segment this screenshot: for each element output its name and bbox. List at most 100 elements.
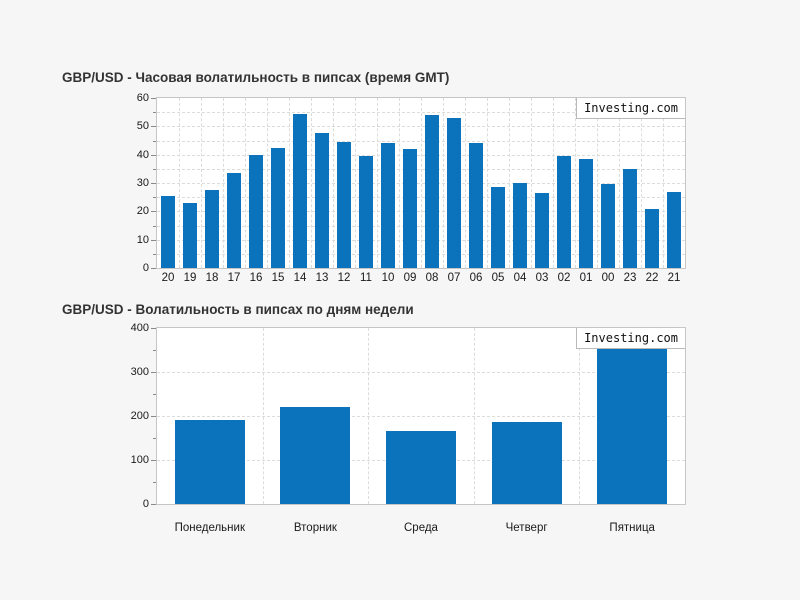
bar-Понедельник <box>174 420 245 504</box>
hourly-plot-area: Investing.com 0 10 20 30 40 50 60 20 19 18 17 16 15 1… <box>137 92 686 284</box>
gridline-horizontal <box>157 372 685 373</box>
weekday-chart-title: GBP/USD - Волатильность в пипсах по дням… <box>62 302 414 317</box>
y-tick-label: 100 <box>130 454 149 466</box>
x-tick-label: 09 <box>403 272 417 284</box>
bar-01 <box>578 158 594 268</box>
weekday-plot-area: Investing.com 0 100 200 300 400 Понедельник Вт… <box>131 322 686 534</box>
investing-watermark: Investing.com <box>576 98 685 119</box>
gridline-vertical <box>245 98 246 268</box>
x-tick-label: 12 <box>337 272 351 284</box>
y-tick-label: 300 <box>130 366 149 378</box>
gridline-vertical <box>597 98 598 268</box>
y-tick-major <box>151 239 156 241</box>
hourly-chart-title: GBP/USD - Часовая волатильность в пипсах… <box>62 70 450 85</box>
y-tick-label: 0 <box>142 498 149 510</box>
bar-23 <box>622 168 638 268</box>
y-tick-minor <box>153 197 156 199</box>
y-tick-label: 60 <box>136 92 149 104</box>
y-tick-major <box>151 328 156 329</box>
gridline-vertical <box>399 98 400 268</box>
bar-Пятница <box>597 348 668 504</box>
y-tick-minor <box>153 225 156 227</box>
bar-11 <box>358 156 374 268</box>
bar-14 <box>292 113 308 268</box>
gridline-vertical <box>262 328 264 504</box>
bar-10 <box>380 143 396 268</box>
gridline-vertical <box>531 98 532 268</box>
x-tick-label: 14 <box>293 272 307 284</box>
y-tick-major <box>151 98 156 99</box>
y-tick-minor <box>153 438 156 439</box>
x-tick-label: 06 <box>469 272 483 284</box>
x-tick-label: 16 <box>249 272 263 284</box>
x-tick-label: 22 <box>645 272 659 284</box>
y-tick-minor <box>153 482 156 483</box>
y-tick-major <box>151 126 156 128</box>
y-tick-major <box>151 154 156 156</box>
bar-12 <box>336 141 352 268</box>
y-tick-minor <box>153 350 156 351</box>
bar-13 <box>314 133 330 268</box>
bar-09 <box>402 149 418 268</box>
y-tick-major <box>151 460 156 461</box>
gridline-vertical <box>487 98 488 268</box>
y-tick-minor <box>153 112 156 114</box>
y-tick-label: 30 <box>136 177 149 189</box>
y-tick-label: 10 <box>136 233 149 246</box>
gridline-vertical <box>311 98 312 268</box>
gridline-vertical <box>575 98 576 268</box>
bar-05 <box>490 187 506 268</box>
bar-22 <box>644 208 660 268</box>
y-tick-label: 200 <box>130 410 149 422</box>
bar-15 <box>270 147 286 268</box>
bar-19 <box>182 202 198 268</box>
x-tick-label: 13 <box>315 272 329 284</box>
x-tick-label: 01 <box>579 272 593 284</box>
x-tick-label: 19 <box>183 272 197 284</box>
investing-watermark: Investing.com <box>576 328 685 349</box>
x-tick-label: 17 <box>227 272 241 284</box>
bar-02 <box>556 156 572 268</box>
gridline-vertical <box>641 98 642 268</box>
gridline-vertical <box>443 98 444 268</box>
y-tick-major <box>151 504 156 505</box>
bar-Среда <box>385 430 456 504</box>
bar-16 <box>248 154 264 268</box>
x-tick-label: 18 <box>205 272 219 284</box>
y-tick-major <box>151 211 156 213</box>
bar-21 <box>666 191 682 268</box>
x-tick-label: 20 <box>161 272 175 284</box>
gridline-vertical <box>473 328 475 504</box>
y-tick-label: 20 <box>136 205 149 218</box>
bar-17 <box>226 173 242 268</box>
x-tick-label: 08 <box>425 272 439 284</box>
y-tick-label: 400 <box>130 322 149 334</box>
bar-06 <box>468 143 484 268</box>
gridline-vertical <box>289 98 290 268</box>
gridline-horizontal <box>157 416 685 417</box>
bar-Вторник <box>280 407 351 504</box>
bar-Четверг <box>491 422 562 504</box>
x-tick-label: 03 <box>535 272 549 284</box>
y-tick-label: 50 <box>136 120 149 133</box>
bar-08 <box>424 115 440 268</box>
x-tick-label: 02 <box>557 272 571 284</box>
gridline-vertical <box>201 98 202 268</box>
bar-00 <box>600 184 616 268</box>
y-tick-minor <box>153 168 156 170</box>
y-tick-major <box>151 416 156 417</box>
y-tick-major <box>151 183 156 184</box>
gridline-vertical <box>619 98 620 268</box>
bar-03 <box>534 192 550 268</box>
x-tick-label: 05 <box>491 272 505 284</box>
gridline-vertical <box>223 98 224 268</box>
gridline-vertical <box>368 328 370 504</box>
x-tick-label: Вторник <box>293 522 337 534</box>
gridline-vertical <box>553 98 554 268</box>
x-tick-label: 23 <box>623 272 637 284</box>
bar-07 <box>446 117 462 268</box>
x-tick-label: Понедельник <box>174 522 245 534</box>
x-tick-label: 07 <box>447 272 461 284</box>
gridline-vertical <box>421 98 422 268</box>
